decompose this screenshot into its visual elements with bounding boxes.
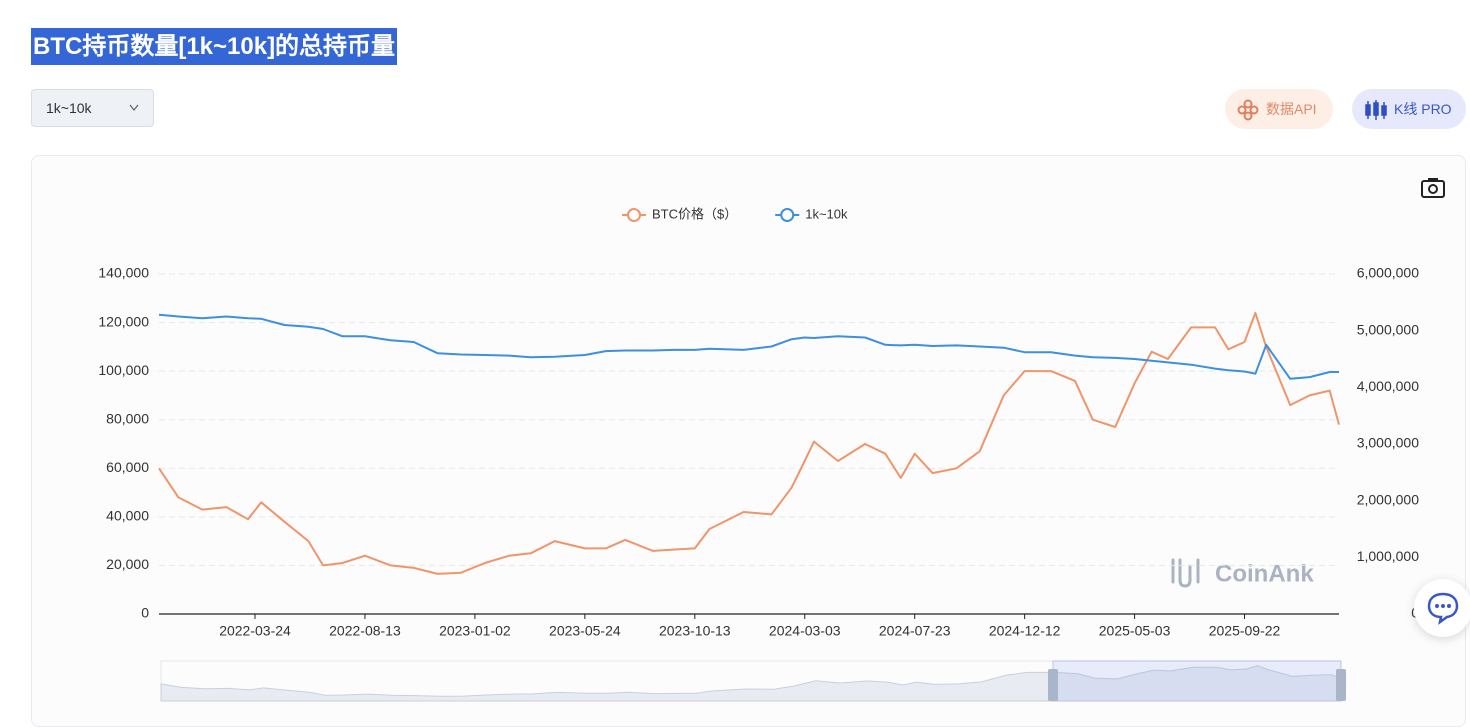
data-api-button[interactable]: 数据API <box>1225 89 1333 129</box>
y-tick-label: 0 <box>141 605 149 621</box>
watermark: CoinAnk <box>1215 560 1314 587</box>
button-label: K线 PRO <box>1394 101 1452 117</box>
select-value: 1k~10k <box>46 100 92 116</box>
x-tick-label: 2024-07-23 <box>879 623 951 639</box>
x-tick-label: 2023-05-24 <box>549 623 621 639</box>
legend-marker <box>627 208 641 222</box>
page-title: BTC持币数量[1k~10k]的总持币量 <box>31 28 398 65</box>
legend-item[interactable]: 1k~10k <box>775 206 848 222</box>
y-tick-label: 120,000 <box>98 313 149 329</box>
chart-card: CoinAnk 0 20,000 40,000 60,000 80,000 100,000… <box>31 155 1466 727</box>
x-tick-label: 2023-01-02 <box>439 623 511 639</box>
legend-label: 1k~10k <box>805 206 848 221</box>
button-label: 数据API <box>1266 101 1317 117</box>
x-tick-label: 2025-09-22 <box>1209 623 1281 639</box>
kline-icon <box>1365 100 1387 120</box>
zoom-window[interactable] <box>1052 660 1342 702</box>
chevron <box>129 104 139 112</box>
chart: CoinAnk 0 20,000 40,000 60,000 80,000 100,000… <box>98 178 1445 702</box>
y-tick-label: 140,000 <box>98 265 149 281</box>
y-tick-label: 60,000 <box>106 459 149 475</box>
legend-label: BTC价格（$） <box>652 206 737 221</box>
zoom-area <box>160 665 1342 702</box>
y-tick-label: 20,000 <box>106 556 149 572</box>
api-icon <box>1237 99 1259 121</box>
save-image-icon[interactable] <box>1421 178 1445 198</box>
y2-tick-label: 3,000,000 <box>1357 435 1419 451</box>
x-tick-label: 2025-05-03 <box>1099 623 1171 639</box>
x-tick-label: 2023-10-13 <box>659 623 731 639</box>
y2-tick-label: 5,000,000 <box>1357 321 1419 337</box>
series-line <box>158 313 1339 380</box>
y-tick-label: 40,000 <box>106 508 149 524</box>
y2-tick-label: 6,000,000 <box>1357 265 1419 281</box>
legend-marker <box>780 208 795 222</box>
y2-tick-label: 1,000,000 <box>1357 548 1419 564</box>
zoom-handle[interactable] <box>1336 669 1346 701</box>
kline-pro-button[interactable]: K线 PRO <box>1352 89 1466 129</box>
watermark-logo <box>1171 558 1200 588</box>
x-tick-label: 2024-03-03 <box>769 623 841 639</box>
y-tick-label: 100,000 <box>98 362 149 378</box>
x-tick-label: 2022-03-24 <box>219 623 291 639</box>
zoom-handle[interactable] <box>1048 669 1058 701</box>
y2-tick-label: 4,000,000 <box>1357 378 1419 394</box>
x-tick-label: 2024-12-12 <box>989 623 1061 639</box>
holding-range-select[interactable]: 1k~10k <box>31 89 154 127</box>
legend-item[interactable]: BTC价格（$） <box>622 206 737 222</box>
chat-button[interactable] <box>1414 579 1470 637</box>
y2-tick-label: 2,000,000 <box>1357 491 1419 507</box>
y-tick-label: 80,000 <box>106 410 149 426</box>
chat-icon <box>1427 592 1459 625</box>
x-tick-label: 2022-08-13 <box>329 623 401 639</box>
series-line <box>158 311 1340 575</box>
